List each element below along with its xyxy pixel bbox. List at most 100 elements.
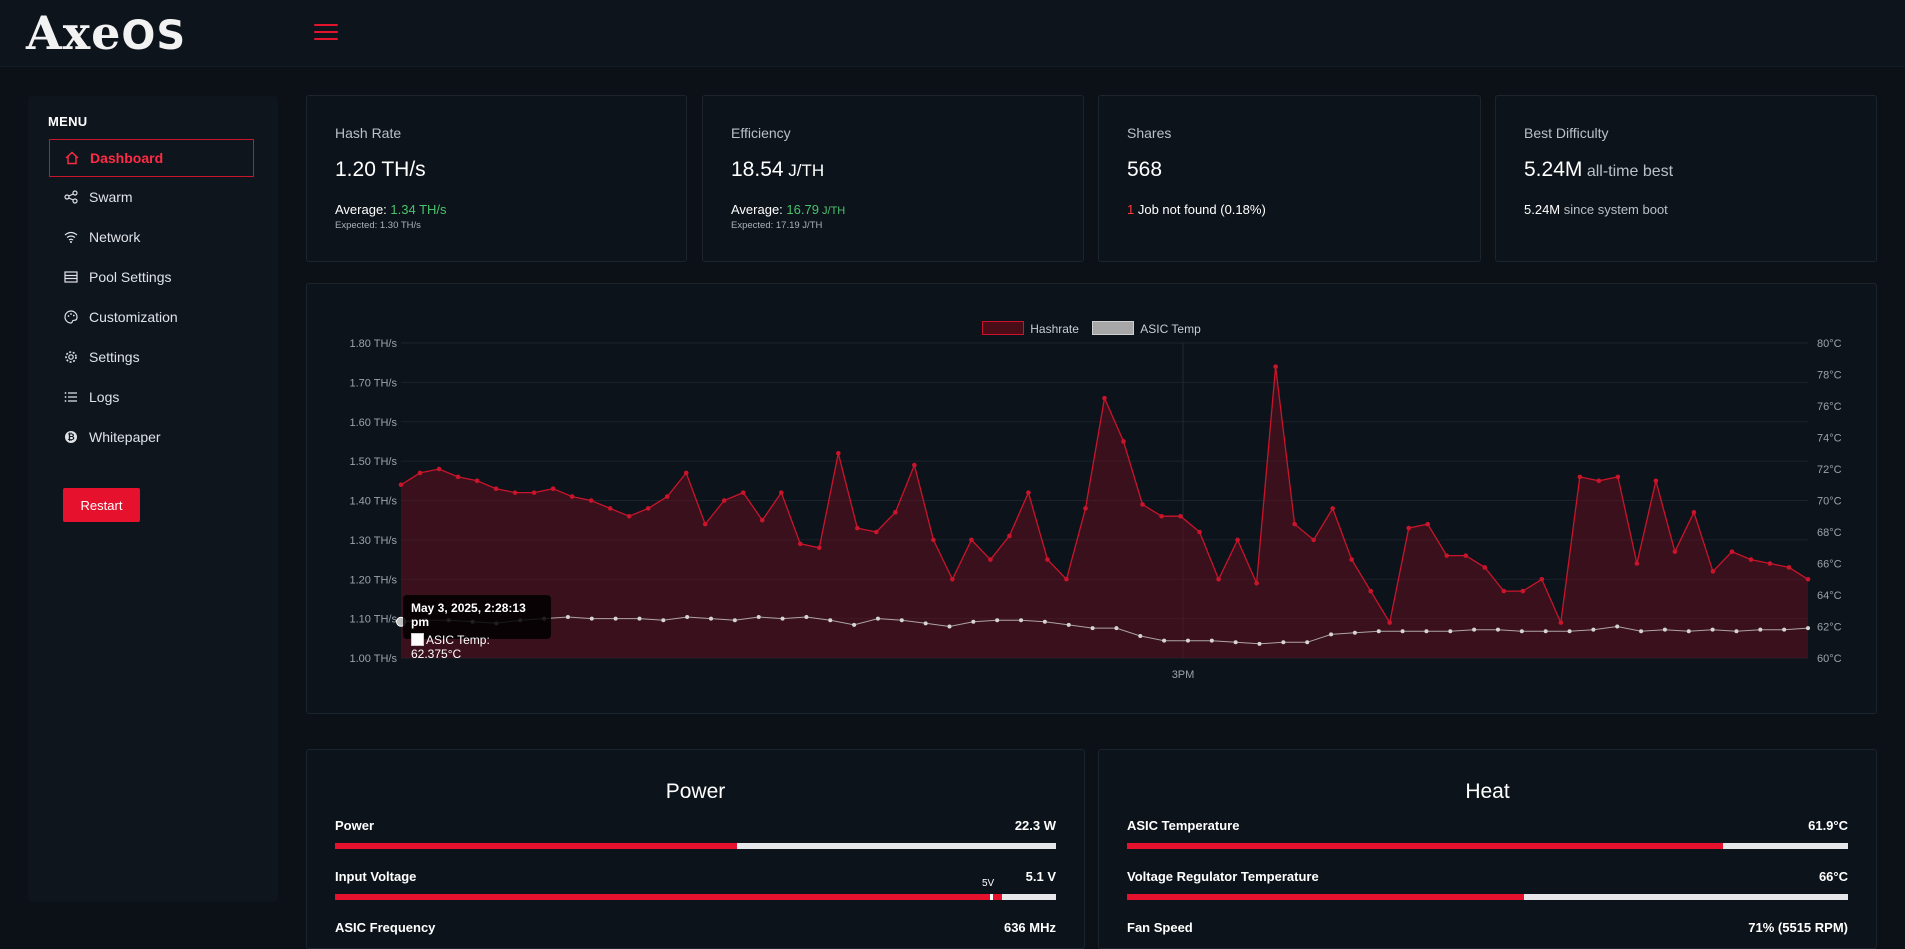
heat-title: Heat	[1465, 780, 1510, 803]
hashrate-point	[455, 474, 461, 480]
legend-asic-temp-label[interactable]: ASIC Temp	[1140, 322, 1201, 336]
asic-temp-point	[971, 619, 976, 624]
sidebar-item-label: Pool Settings	[89, 269, 172, 285]
hashrate-point	[398, 482, 404, 488]
sidebar-item-pool-settings[interactable]: Pool Settings	[49, 258, 254, 296]
sidebar-item-dashboard[interactable]: Dashboard	[49, 139, 254, 177]
y-left-tick-label: 1.20 TH/s	[350, 574, 398, 586]
asic-temp-point	[899, 618, 904, 623]
hashrate-point	[588, 498, 594, 503]
input-voltage-bar	[335, 894, 1056, 900]
asic-temperature-label: ASIC Temperature	[1127, 818, 1240, 833]
hashrate-label: Hash Rate	[335, 125, 402, 141]
wifi-icon	[63, 229, 79, 245]
heat-card: Heat ASIC Temperature 61.9°C Voltage Reg…	[1098, 749, 1877, 949]
sidebar-item-swarm[interactable]: Swarm	[49, 178, 254, 216]
tooltip-title: May 3, 2025, 2:28:13 pm	[411, 601, 526, 629]
asic-temp-point	[923, 621, 928, 626]
hashrate-point	[664, 494, 670, 499]
hashrate-point	[1349, 557, 1354, 562]
hashrate-chart[interactable]: 1.80 TH/s 1.70 TH/s 1.60 TH/s 1.50 TH/s 1.40…	[307, 284, 1876, 713]
legend-asic-temp-swatch[interactable]	[1092, 321, 1135, 335]
hashrate-point	[550, 486, 556, 491]
shares-rejected: 1 Job not found (0.18%)	[1127, 202, 1266, 217]
legend-hashrate-swatch[interactable]	[982, 321, 1025, 335]
asic-temp-point	[1066, 622, 1071, 627]
menu-toggle-icon[interactable]	[314, 24, 338, 42]
y-right-tick-label: 60°C	[1817, 653, 1842, 665]
asic-temp-point	[1639, 629, 1644, 634]
efficiency-label: Efficiency	[731, 125, 791, 141]
asic-temp-point	[1758, 627, 1763, 632]
hashrate-point	[1805, 576, 1811, 582]
y-right-tick-label: 62°C	[1817, 622, 1842, 634]
y-right-tick-label: 70°C	[1817, 496, 1842, 508]
asic-temp-point	[1138, 633, 1143, 638]
asic-temp-point	[1019, 618, 1024, 623]
y-left-tick-label: 1.00 TH/s	[350, 653, 398, 665]
hashrate-point	[759, 517, 765, 523]
power-title: Power	[665, 780, 726, 803]
sidebar-item-logs[interactable]: Logs	[49, 378, 254, 416]
asic-temp-point	[756, 615, 761, 620]
chart-tooltip: May 3, 2025, 2:28:13 pm ASIC Temp: 62.37…	[403, 595, 551, 661]
difficulty-value: 5.24M all-time best	[1524, 158, 1674, 181]
hashrate-point	[626, 513, 632, 519]
asic-temp-point	[1042, 619, 1047, 624]
hashrate-point	[1444, 553, 1450, 558]
y-left-tick-label: 1.40 TH/s	[350, 496, 398, 508]
asic-temp-point	[1400, 629, 1405, 634]
top-bar: AxeOS	[0, 0, 1905, 67]
hashrate-point	[607, 506, 613, 511]
asic-temp-point	[947, 624, 952, 629]
hashrate-point	[1007, 533, 1012, 539]
power-value: 22.3 W	[1014, 818, 1056, 833]
menu-title: MENU	[48, 114, 88, 129]
hashrate-point	[969, 537, 974, 543]
hashrate-point	[988, 557, 993, 562]
hashrate-average: Average: 1.34 TH/s	[335, 202, 447, 217]
asic-temp-point	[1734, 629, 1739, 634]
sidebar-item-label: Settings	[89, 349, 140, 365]
list-icon	[63, 389, 79, 405]
hashrate-point	[493, 486, 499, 491]
efficiency-card: Efficiency 18.54 J/TH Average: 16.79 J/T…	[702, 95, 1084, 262]
asic-temp-point	[1305, 640, 1310, 645]
hashrate-point	[1102, 395, 1107, 401]
asic-temp-point	[1329, 632, 1334, 637]
hashrate-point	[531, 490, 537, 495]
hashrate-point	[1083, 506, 1088, 511]
sidebar-item-customization[interactable]: Customization	[49, 298, 254, 336]
asic-temp-point	[1209, 638, 1214, 643]
hashrate-point	[1064, 576, 1069, 582]
sidebar-item-whitepaper[interactable]: ₿ Whitepaper	[49, 418, 254, 456]
y-right-tick-label: 66°C	[1817, 559, 1842, 571]
asic-temp-point	[1662, 627, 1667, 632]
sidebar-item-network[interactable]: Network	[49, 218, 254, 256]
efficiency-expected: Expected: 17.19 J/TH	[731, 220, 823, 231]
asic-temp-point	[1185, 638, 1190, 643]
fan-speed-label: Fan Speed	[1127, 920, 1193, 935]
hashrate-point	[797, 541, 803, 547]
hashrate-value: 1.20 TH/s	[335, 158, 426, 181]
legend-hashrate-label[interactable]: Hashrate	[1030, 322, 1079, 336]
hashrate-point	[702, 521, 708, 527]
sidebar-item-label: Network	[89, 229, 141, 245]
hashrate-point	[436, 466, 442, 472]
asic-temp-point	[613, 616, 618, 621]
asic-temp-point	[852, 622, 857, 627]
hashrate-expected: Expected: 1.30 TH/s	[335, 220, 421, 231]
vr-temperature-label: Voltage Regulator Temperature	[1127, 869, 1319, 884]
hashrate-point	[1653, 478, 1659, 484]
hashrate-point	[740, 490, 746, 495]
restart-button[interactable]: Restart	[63, 488, 140, 522]
y-left-tick-label: 1.30 TH/s	[350, 535, 398, 547]
hashrate-point	[1121, 439, 1126, 444]
sidebar-item-label: Swarm	[89, 189, 133, 205]
efficiency-average: Average: 16.79 J/TH	[731, 202, 846, 217]
power-card: Power Power 22.3 W Input Voltage 5.1 V 5…	[306, 749, 1085, 949]
sidebar-item-settings[interactable]: Settings	[49, 338, 254, 376]
hashrate-point	[1254, 580, 1259, 586]
hashrate-point	[1140, 502, 1145, 507]
asic-temp-point	[637, 616, 642, 621]
